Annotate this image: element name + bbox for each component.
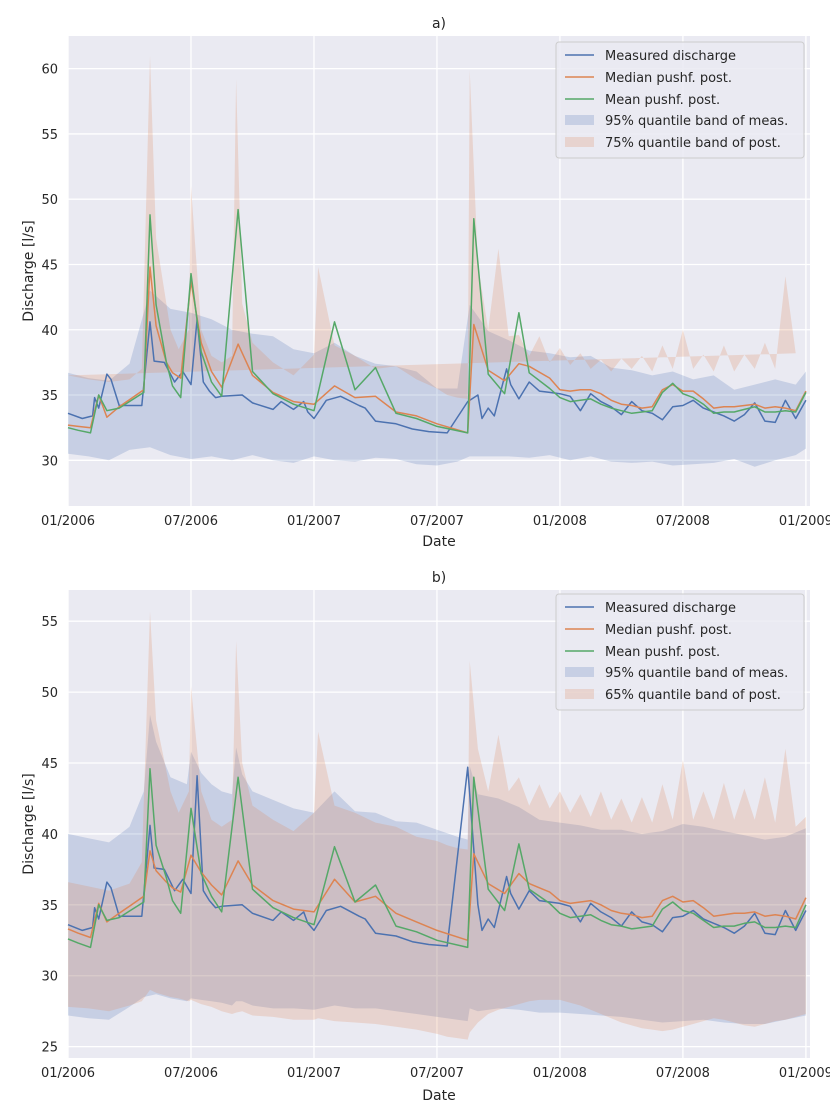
y-tick-label-a: 30	[41, 454, 58, 469]
tick-labels-a: 01/2006 07/2006 01/2007 07/2007 01/2008 07/20…	[41, 63, 830, 529]
grid-b	[67, 590, 810, 1058]
x-tick-label-b: 01/2008	[533, 1066, 587, 1081]
x-tick-label-b: 07/2008	[656, 1066, 710, 1081]
legend-b: Measured discharge Median pushf. post. M…	[555, 593, 805, 711]
y-tick-label-a: 55	[41, 128, 58, 143]
legend-a: Measured discharge Median pushf. post. M…	[555, 41, 805, 159]
chart-panel-b: 01/2006 07/2006 01/2007 07/2007 01/2008 07/20…	[21, 570, 830, 1104]
legend-label-mean-a: Mean pushf. post.	[605, 93, 720, 108]
legend-label-mean-b: Mean pushf. post.	[605, 645, 720, 660]
y-tick-label-a: 50	[41, 193, 58, 208]
x-tick-label-a: 01/2008	[533, 514, 587, 529]
legend-label-median-b: Median pushf. post.	[605, 623, 732, 638]
legend-label-post-band-a: 75% quantile band of post.	[605, 136, 781, 151]
y-tick-label-a: 35	[41, 389, 58, 404]
legend-swatch-post-band-b	[565, 689, 594, 699]
y-tick-label-b: 35	[41, 899, 58, 914]
chart-title-b: b)	[432, 570, 446, 586]
band-65-quantile-band-of-post-b	[68, 611, 806, 1040]
chart-panel-a: 01/2006 07/2006 01/2007 07/2007 01/2008 07/20…	[21, 16, 830, 550]
band-95-quantile-band-of-meas-a	[68, 290, 806, 467]
x-tick-label-b: 07/2006	[164, 1066, 218, 1081]
x-tick-label-a: 01/2006	[41, 514, 95, 529]
x-tick-label-b: 07/2007	[410, 1066, 464, 1081]
x-tick-label-b: 01/2009	[779, 1066, 830, 1081]
x-tick-label-a: 01/2009	[779, 514, 830, 529]
legend-label-post-band-b: 65% quantile band of post.	[605, 688, 781, 703]
series-measured-discharge-a	[67, 318, 807, 434]
y-tick-label-a: 45	[41, 258, 58, 273]
chart-title-a: a)	[432, 16, 446, 32]
x-tick-label-b: 01/2007	[287, 1066, 341, 1081]
y-tick-label-b: 40	[41, 828, 58, 843]
legend-label-meas-band-a: 95% quantile band of meas.	[605, 114, 788, 129]
series-lines-b	[67, 766, 807, 949]
legend-swatch-meas-band-b	[565, 667, 594, 677]
y-tick-label-b: 30	[41, 970, 58, 985]
y-tick-label-b: 25	[41, 1041, 58, 1056]
series-measured-discharge-b	[67, 766, 807, 947]
band-95-quantile-band-of-meas-b	[68, 714, 806, 1024]
y-axis-label-a: Discharge [l/s]	[21, 220, 37, 321]
y-tick-label-a: 60	[41, 63, 58, 78]
legend-box-b	[555, 593, 805, 711]
legend-label-median-a: Median pushf. post.	[605, 71, 732, 86]
y-tick-label-b: 50	[41, 686, 58, 701]
x-tick-label-a: 07/2006	[164, 514, 218, 529]
legend-label-meas-band-b: 95% quantile band of meas.	[605, 666, 788, 681]
y-tick-label-b: 45	[41, 757, 58, 772]
legend-box-a	[555, 41, 805, 159]
y-tick-label-b: 55	[41, 615, 58, 630]
x-axis-label-b: Date	[422, 1088, 455, 1104]
bands-a	[68, 55, 806, 467]
legend-swatch-post-band-a	[565, 137, 594, 147]
series-mean-pushf-post-a	[67, 208, 807, 434]
legend-label-measured-b: Measured discharge	[605, 601, 736, 616]
bands-b	[68, 611, 806, 1040]
x-tick-label-a: 07/2007	[410, 514, 464, 529]
x-axis-label-a: Date	[422, 534, 455, 550]
x-tick-label-a: 07/2008	[656, 514, 710, 529]
tick-labels-b: 01/2006 07/2006 01/2007 07/2007 01/2008 07/20…	[41, 615, 830, 1081]
series-lines-a	[67, 208, 807, 434]
legend-label-measured-a: Measured discharge	[605, 49, 736, 64]
legend-swatch-meas-band-a	[565, 115, 594, 125]
y-axis-label-b: Discharge [l/s]	[21, 773, 37, 874]
grid-a	[67, 36, 810, 506]
x-tick-label-b: 01/2006	[41, 1066, 95, 1081]
y-tick-label-a: 40	[41, 324, 58, 339]
x-tick-label-a: 01/2007	[287, 514, 341, 529]
series-mean-pushf-post-b	[67, 767, 807, 949]
